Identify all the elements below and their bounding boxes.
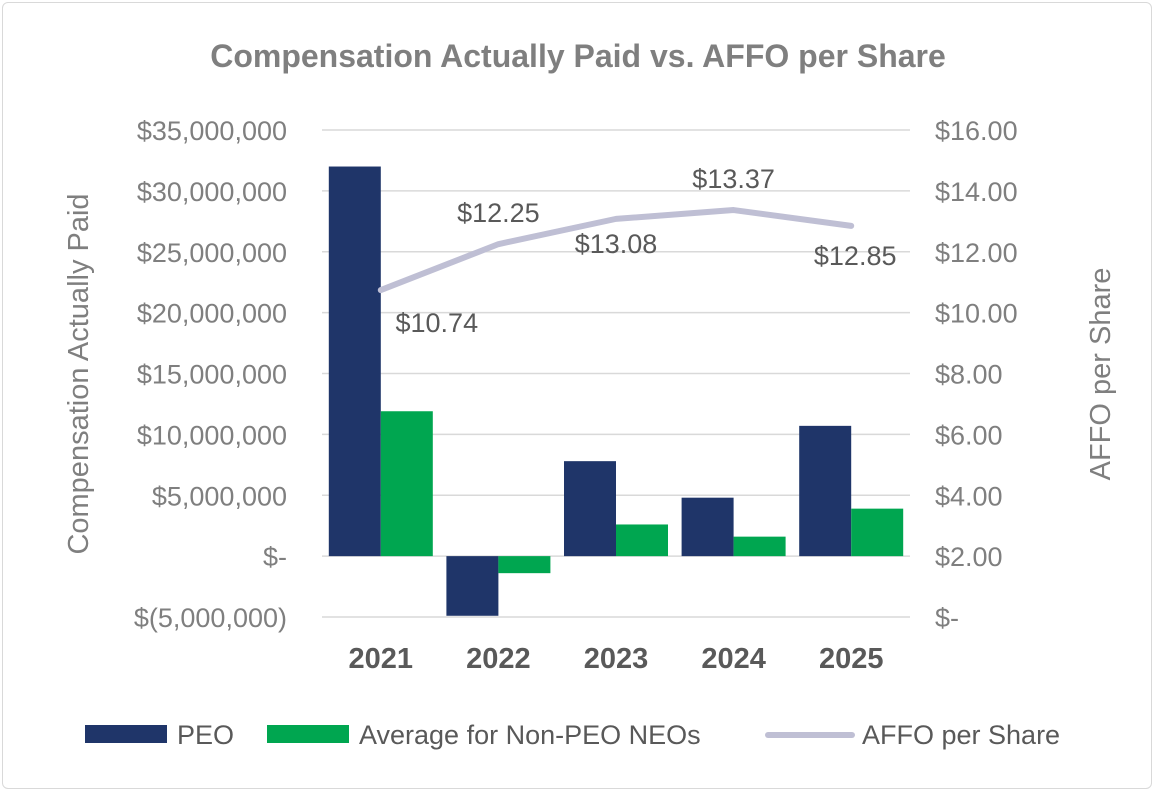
peo-bar-2021: [328, 166, 381, 557]
right-axis-ticks: $16.00 $14.00 $12.00 $10.00 $8.00 $6.00 $4.00 $…: [935, 116, 1018, 633]
right-tick-label: $2.00: [935, 542, 1003, 572]
chart-title: Compensation Actually Paid vs. AFFO per …: [210, 38, 946, 74]
left-tick-label: $10,000,000: [137, 420, 287, 450]
right-tick-label: $8.00: [935, 360, 1003, 390]
right-tick-label: $10.00: [935, 299, 1018, 329]
neo-bar-2023: [616, 524, 668, 557]
peo-bar-2024: [681, 497, 734, 557]
x-tick-label: 2021: [349, 643, 414, 675]
bars: [328, 166, 904, 616]
left-tick-label: $25,000,000: [137, 238, 287, 268]
affo-data-label: $12.85: [814, 241, 897, 271]
data-labels: $10.74 $12.25 $13.08 $13.37 $12.85: [396, 164, 897, 338]
left-axis-ticks: $35,000,000 $30,000,000 $25,000,000 $20,000…: [134, 116, 287, 633]
right-tick-label: $16.00: [935, 116, 1018, 146]
x-tick-label: 2024: [701, 643, 766, 675]
left-tick-label: $30,000,000: [137, 177, 287, 207]
peo-bar-2025: [799, 425, 852, 557]
left-tick-label: $35,000,000: [137, 116, 287, 146]
affo-data-label: $12.25: [457, 198, 540, 228]
affo-data-label: $13.08: [575, 229, 658, 259]
left-tick-label: $15,000,000: [137, 360, 287, 390]
left-tick-label: $(5,000,000): [134, 603, 287, 633]
x-axis-ticks: 2021 2022 2023 2024 2025: [349, 643, 884, 675]
left-tick-label: $20,000,000: [137, 299, 287, 329]
x-tick-label: 2022: [466, 643, 531, 675]
legend-label: PEO: [177, 720, 234, 750]
affo-data-label: $10.74: [396, 308, 479, 338]
legend-swatch: [267, 725, 349, 743]
neo-bar-2022: [498, 556, 551, 574]
peo-bar-2022: [446, 556, 499, 616]
legend-label: Average for Non-PEO NEOs: [359, 720, 701, 750]
right-axis-label: AFFO per Share: [1085, 268, 1117, 481]
legend: PEO Average for Non-PEO NEOs AFFO per Shar…: [85, 720, 1060, 750]
x-tick-label: 2025: [819, 643, 884, 675]
peo-bar-2023: [564, 461, 616, 557]
neo-bar-2025: [851, 508, 904, 557]
left-axis-label: Compensation Actually Paid: [63, 193, 95, 554]
neo-bar-2021: [380, 411, 433, 557]
legend-label: AFFO per Share: [862, 720, 1060, 750]
affo-data-label: $13.37: [692, 164, 775, 194]
right-tick-label: $4.00: [935, 481, 1003, 511]
neo-bar-2024: [733, 536, 786, 557]
legend-swatch: [85, 725, 167, 743]
left-tick-label: $5,000,000: [152, 481, 287, 511]
affo-line: [377, 207, 855, 294]
x-tick-label: 2023: [584, 643, 649, 675]
right-tick-label: $-: [935, 603, 959, 633]
right-tick-label: $12.00: [935, 238, 1018, 268]
left-tick-label: $-: [263, 542, 287, 572]
right-tick-label: $14.00: [935, 177, 1018, 207]
right-tick-label: $6.00: [935, 420, 1003, 450]
